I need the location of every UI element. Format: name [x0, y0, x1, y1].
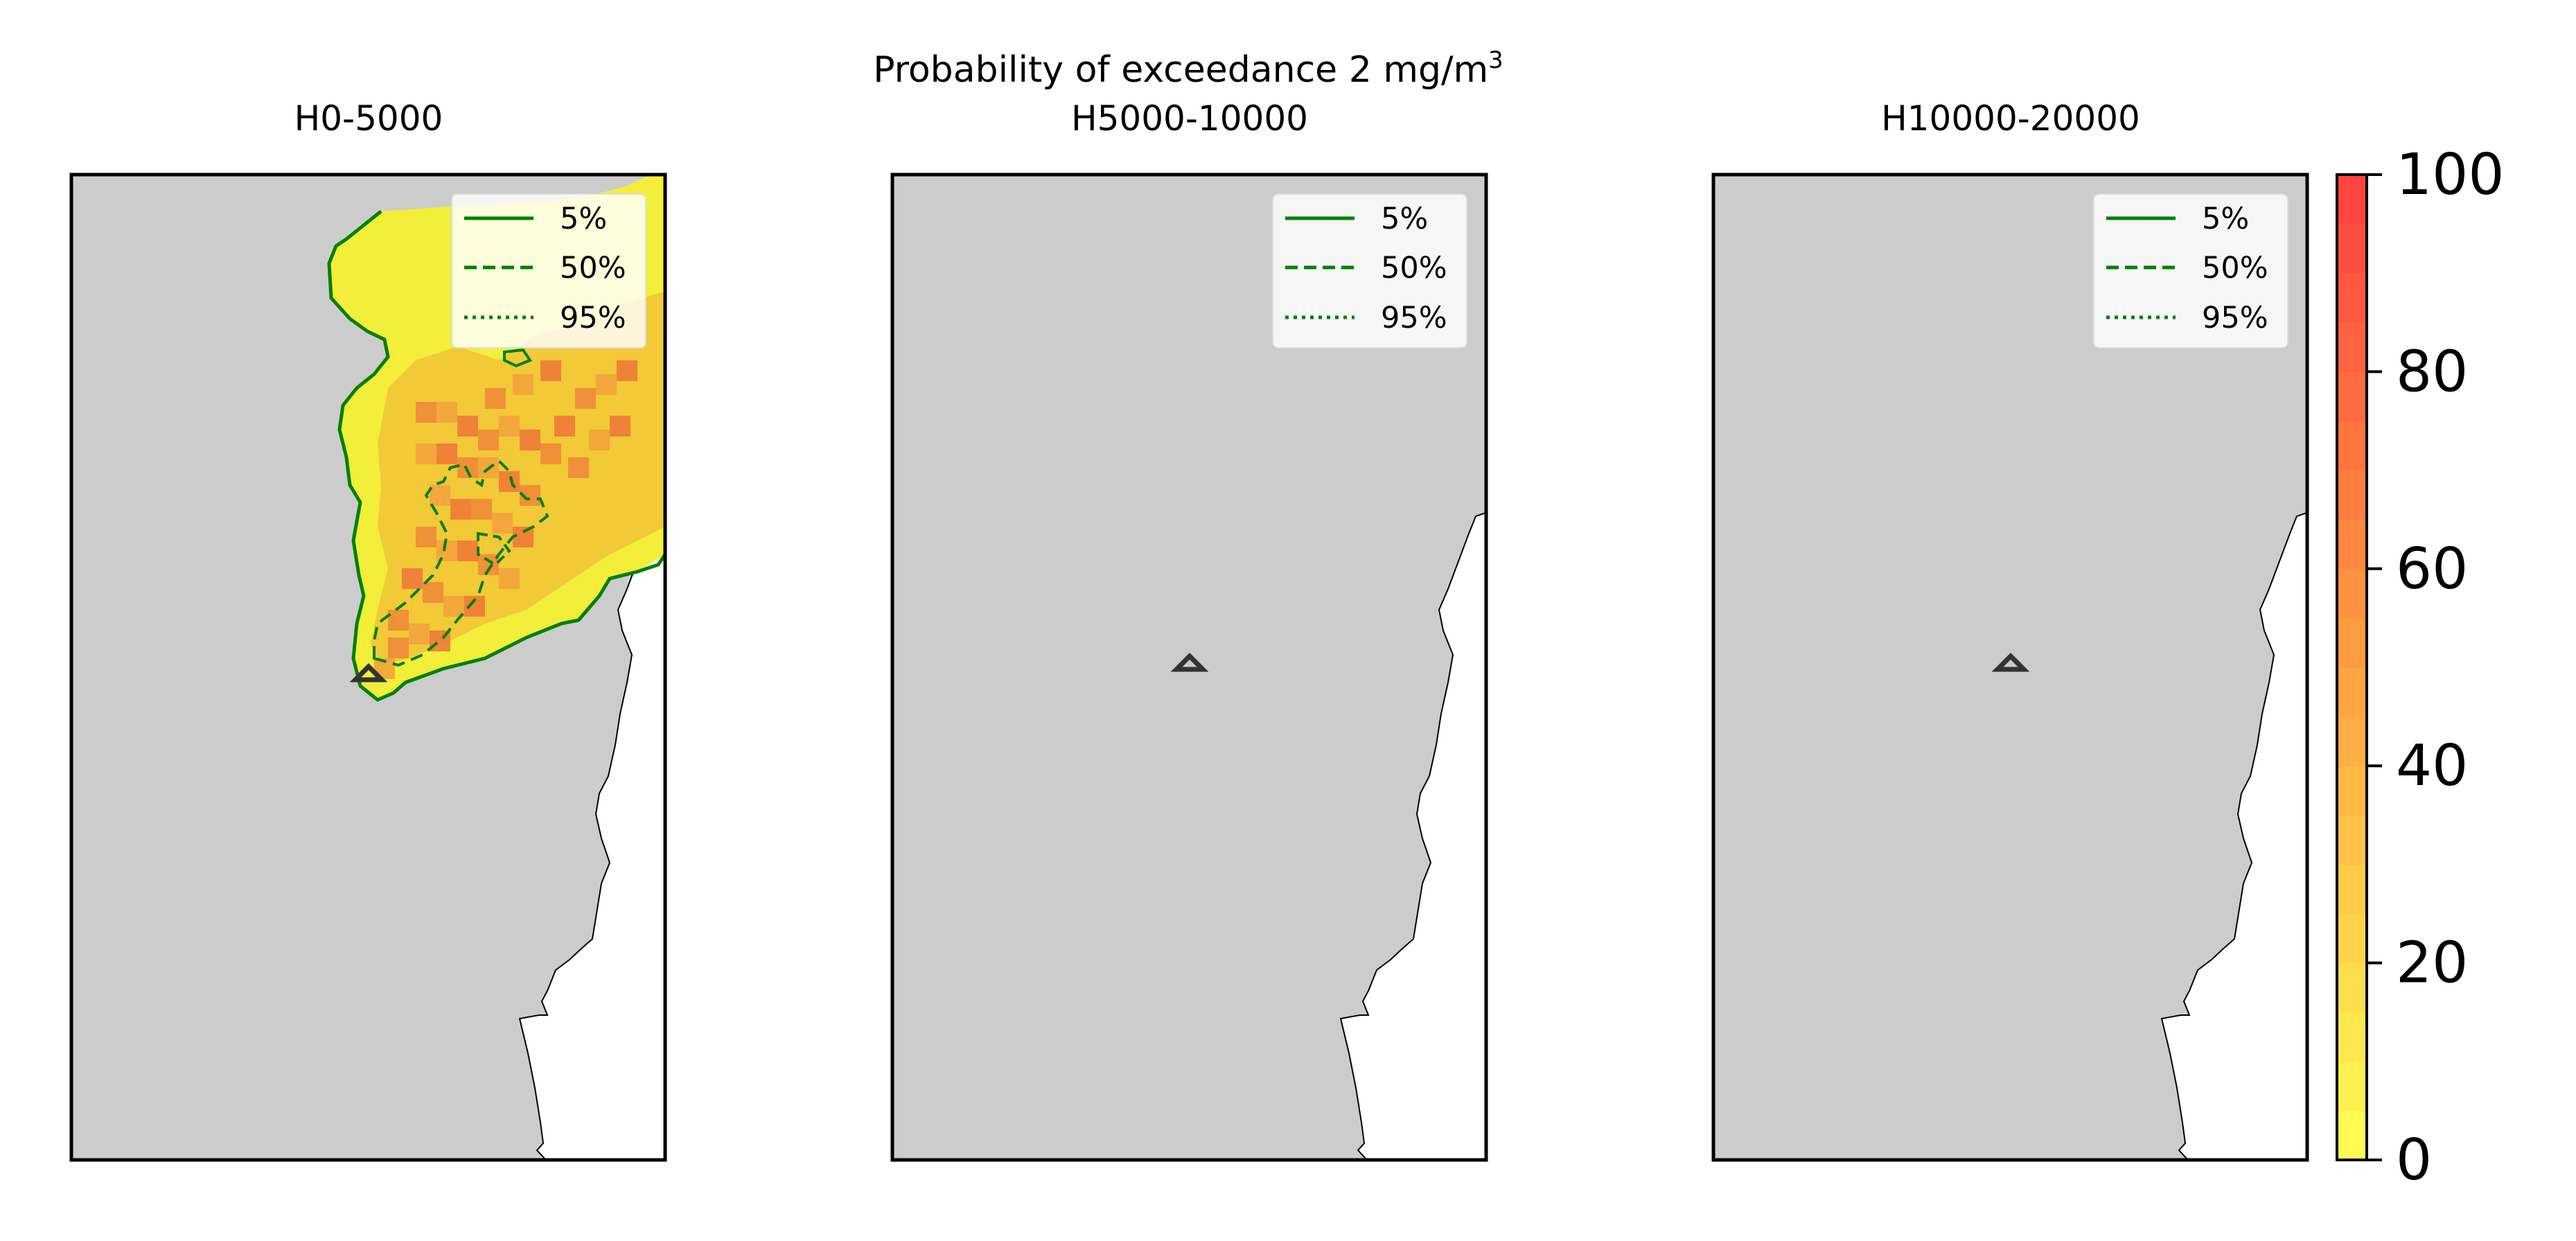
plume-cell	[388, 610, 409, 631]
sea-area	[518, 511, 665, 1160]
colorbar-band	[2337, 962, 2367, 1013]
plume-cell	[589, 430, 610, 450]
colorbar-band	[2337, 322, 2367, 372]
plume-cell	[436, 402, 457, 423]
plume-cell	[499, 568, 520, 589]
plume-cell	[554, 416, 575, 437]
plume-cell	[416, 443, 436, 464]
contour-5-percent-islet	[503, 348, 533, 368]
legend-label-5: 5%	[1381, 202, 1428, 236]
colorbar-band	[2337, 568, 2367, 619]
plume-cell	[457, 416, 478, 437]
colorbar-band	[2337, 1012, 2367, 1062]
plume-cell	[478, 430, 499, 450]
colorbar-band	[2337, 1110, 2367, 1161]
map-panel-h5000-10000: 5% 50% 95%	[890, 173, 1488, 1162]
colorbar-band	[2337, 815, 2367, 865]
colorbar-band	[2337, 224, 2367, 274]
colorbar-band	[2337, 864, 2367, 915]
map-panel-h10000-20000: 5% 50% 95%	[1711, 173, 2309, 1162]
map-frame	[69, 173, 667, 1162]
colorbar-frame	[2336, 173, 2368, 1161]
plume-cell	[416, 527, 436, 547]
plume-cell	[471, 499, 492, 520]
legend-label-95: 95%	[1381, 301, 1447, 335]
plume-cell	[416, 402, 436, 423]
colorbar-tick-label: 40	[2396, 733, 2468, 799]
contour-legend: 5% 50% 95%	[1272, 193, 1467, 349]
plume-cell	[409, 624, 430, 644]
legend-label-5: 5%	[560, 202, 607, 236]
plume-cell	[617, 360, 637, 381]
legend-label-95: 95%	[2202, 301, 2268, 335]
plume-cell	[596, 374, 617, 395]
volcano-marker	[1170, 653, 1209, 672]
colorbar-band	[2337, 421, 2367, 471]
legend-label-95: 95%	[560, 301, 626, 335]
plume-cell	[610, 416, 630, 437]
plume-cell	[499, 471, 520, 492]
colorbar-band	[2337, 667, 2367, 717]
legend-label-5: 5%	[2202, 202, 2249, 236]
colorbar-band	[2337, 470, 2367, 520]
colorbar-band	[2337, 273, 2367, 323]
figure-title: Probability of exceedance 2 mg/m3	[873, 46, 1503, 91]
plume-cell	[388, 637, 409, 658]
contour-50-percent-islet	[477, 531, 511, 567]
colorbar-band	[2337, 617, 2367, 668]
plume-cell	[436, 540, 457, 561]
legend-label-50: 50%	[2202, 251, 2268, 285]
plume-cell	[436, 443, 457, 464]
panel-title-h5000-10000: H5000-10000	[1071, 98, 1308, 139]
colorbar-band	[2337, 371, 2367, 422]
volcano-marker	[1991, 653, 2030, 672]
map-frame	[890, 173, 1488, 1162]
plume-cell	[485, 388, 506, 409]
colorbar-tick-label: 80	[2396, 339, 2468, 405]
legend-label-50: 50%	[1381, 251, 1447, 285]
colorbar-band	[2337, 175, 2367, 225]
plume-cell	[457, 540, 478, 561]
colorbar: 0 20 40 60 80 100	[2336, 142, 2505, 1193]
colorbar-tick-label: 60	[2396, 536, 2468, 602]
colorbar-tick-label: 100	[2396, 142, 2505, 208]
plume-cell	[575, 388, 596, 409]
colorbar-band	[2337, 519, 2367, 570]
colorbar-band	[2337, 913, 2367, 964]
contour-legend: 5% 50% 95%	[2093, 193, 2288, 349]
plume-cell	[450, 499, 471, 520]
sea-area	[1339, 511, 1486, 1160]
contour-50-percent	[373, 459, 549, 667]
map-frame	[1711, 173, 2309, 1162]
plume-cell	[499, 416, 520, 437]
plume-cell	[540, 443, 561, 464]
sea-area	[2160, 511, 2307, 1160]
plume-cell	[402, 568, 423, 589]
panel-title-h0-5000: H0-5000	[294, 98, 443, 139]
plume-cell	[568, 457, 589, 478]
plume-cell	[430, 485, 450, 506]
plume-cell	[513, 527, 533, 547]
volcano-marker	[349, 663, 388, 683]
panel-title-h10000-20000: H10000-20000	[1881, 98, 2140, 139]
colorbar-band	[2337, 716, 2367, 766]
contour-5-percent	[327, 210, 665, 702]
plume-cell	[443, 596, 464, 617]
plume-cell	[492, 513, 513, 534]
colorbar-tick-label: 20	[2396, 931, 2468, 996]
colorbar-tick-label: 0	[2396, 1127, 2432, 1193]
plume-cell	[457, 457, 478, 478]
plume-cell	[423, 582, 443, 603]
colorbar-band	[2337, 766, 2367, 816]
legend-label-50: 50%	[560, 251, 626, 285]
colorbar-band	[2337, 1061, 2367, 1111]
plume-cell	[520, 430, 540, 450]
contour-legend: 5% 50% 95%	[451, 193, 646, 349]
map-panel-h0-5000: 5% 50% 95%	[69, 173, 667, 1162]
plume-cell	[540, 360, 561, 381]
plume-cell	[513, 374, 533, 395]
